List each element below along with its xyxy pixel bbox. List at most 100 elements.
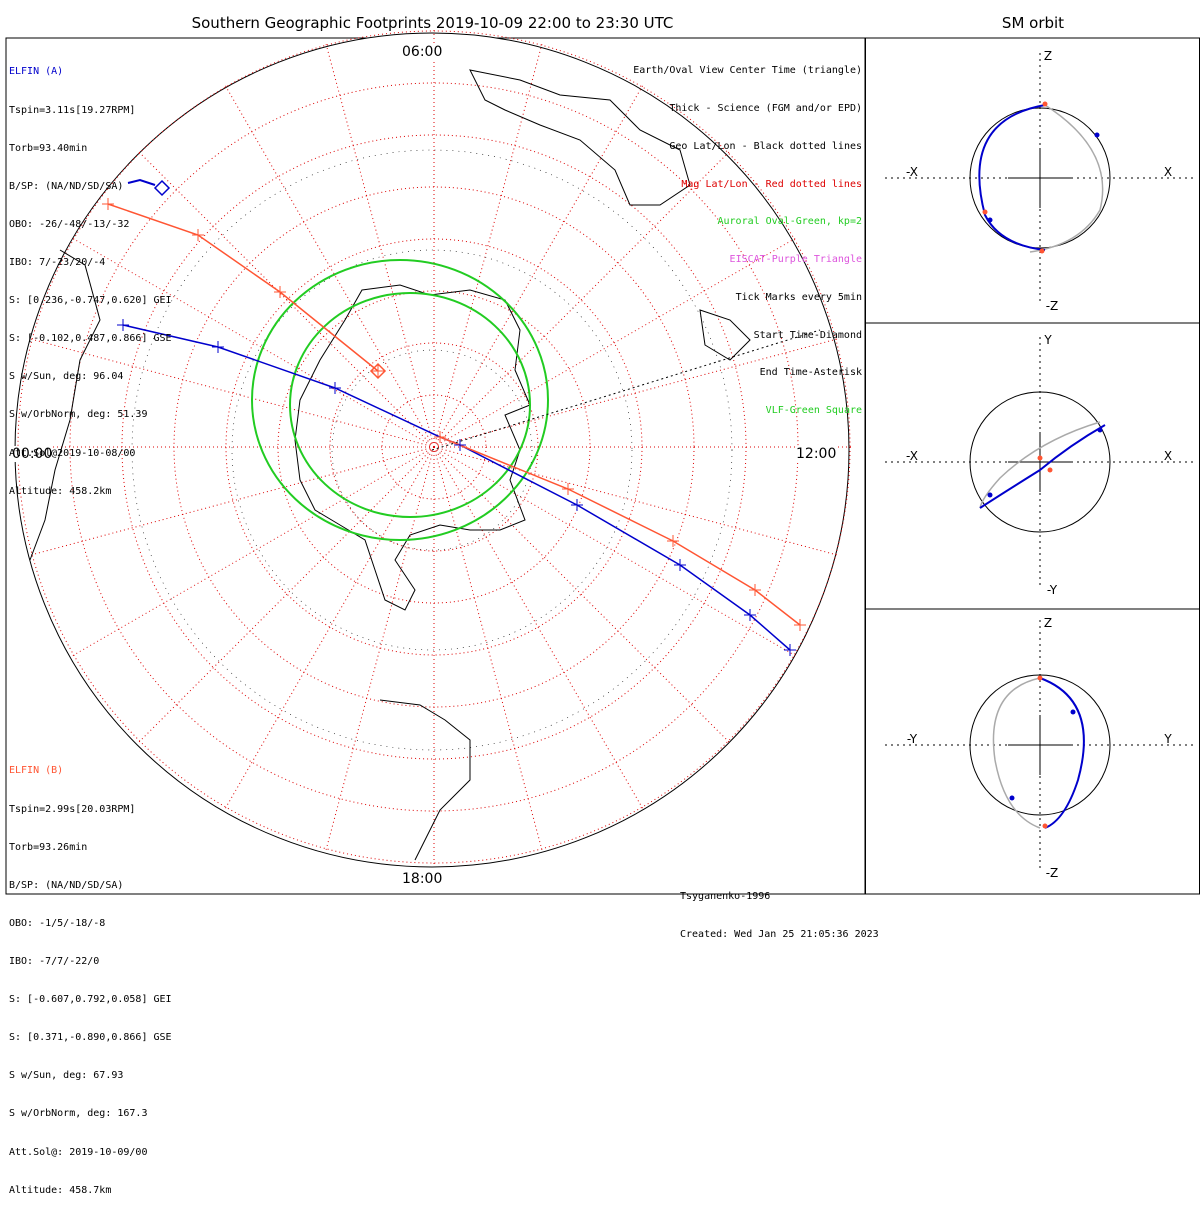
sat-a-line: S w/Sun, deg: 96.04 (9, 371, 124, 383)
mag-lon-line (433, 446, 643, 809)
sm-orbit-b-mark (1037, 675, 1043, 681)
sm-orbit-b-mark (1042, 823, 1048, 829)
legend-item: Earth/Oval View Center Time (triangle) (633, 65, 862, 77)
legend-item: End Time-Asterisk (759, 367, 862, 379)
geo-lat-circle (231, 249, 633, 651)
figure-canvas: Z -Z -X X Y -Y -X X Z -Z -Y Y (5, 30, 1200, 895)
sm-orbit-b (992, 677, 1041, 829)
sm-label-bottom: -Y (1047, 583, 1058, 597)
sm-earth-circle (969, 391, 1111, 533)
geo-lat-circle (331, 349, 533, 551)
sat-b-line: B/SP: (NA/ND/SD/SA) (9, 879, 124, 891)
sat-b-line: Altitude: 458.7km (9, 1184, 112, 1196)
mag-lon-line (433, 238, 796, 448)
mag-lon-line (225, 85, 435, 448)
sm-label-right: X (1164, 449, 1172, 463)
sat-b-line: S: [0.371,-0.890,0.866] GSE (9, 1032, 172, 1044)
south-america-coast (379, 699, 471, 861)
elfin-b-start-diamond (369, 362, 387, 380)
sm-label-bottom: -Z (1046, 299, 1059, 313)
mag-lon-line (138, 446, 435, 743)
mag-lon-line (325, 446, 435, 850)
legend-item: Geo Lat/Lon - Black dotted lines (669, 140, 862, 152)
sat-a-info: ELFIN (A) Tspin=3.11s[19.27RPM] Torb=93.… (9, 41, 172, 511)
sat-a-line: S: [0.236,-0.747,0.620] GEI (9, 295, 172, 307)
sm-orbit-a-mark (1070, 709, 1076, 715)
mag-lon-line (31, 338, 435, 448)
sat-a-line: Att.Sol@2019-10-08/00 (9, 447, 136, 459)
auroral-oval (251, 259, 549, 541)
legend-item: VLF-Green Square (765, 405, 862, 417)
mag-lon-line (433, 446, 837, 556)
sm-label-top: Z (1044, 616, 1052, 630)
sat-b-line: S w/Sun, deg: 67.93 (9, 1070, 124, 1082)
sm-orbit-b-mark (1037, 455, 1043, 461)
sm-orbit-a-mark (1097, 427, 1103, 433)
legend-item: Auroral Oval-Green, kp=2 (717, 216, 863, 228)
mag-lon-line (72, 446, 435, 656)
sat-a-line: Tspin=3.11s[19.27RPM] (9, 104, 136, 116)
sat-b-info: ELFIN (B) Tspin=2.99s[20.03RPM] Torb=93.… (9, 740, 172, 1210)
sat-b-line: Tspin=2.99s[20.03RPM] (9, 803, 136, 815)
legend-item: Thick - Science (FGM and/or EPD) (669, 102, 862, 114)
sm-label-right: X (1164, 165, 1172, 179)
sat-a-line: S: [-0.102,0.487,0.866] GSE (9, 333, 172, 345)
sat-b-line: S w/OrbNorm, deg: 167.3 (9, 1108, 148, 1120)
legend-item: Mag Lat/Lon - Red dotted lines (681, 178, 862, 190)
sm-orbit-a (978, 104, 1046, 251)
credit-model: Tsyganenko-1996 (680, 891, 771, 902)
legend: Earth/Oval View Center Time (triangle) T… (633, 40, 862, 430)
sat-a-line: B/SP: (NA/ND/SD/SA) (9, 180, 124, 192)
antarctica-outline (294, 284, 531, 611)
clock-label-top: 06:00 (402, 44, 443, 60)
new-zealand-outline (699, 309, 751, 361)
sm-orbit-b (979, 421, 1101, 509)
mag-lon-line (433, 446, 730, 743)
mag-grid (17, 30, 851, 864)
mag-lon-line (31, 446, 435, 556)
credit-created: Created: Wed Jan 25 21:05:36 2023 (680, 928, 879, 940)
sat-b-line: Torb=93.26min (9, 841, 88, 853)
sm-orbit-title: SM orbit (1001, 14, 1065, 32)
mag-lon-line (72, 238, 435, 448)
africa-coast (29, 249, 101, 561)
australia-outline (469, 69, 691, 206)
sm-orbit-a-mark (987, 492, 993, 498)
sat-a-name: ELFIN (A) (9, 66, 64, 78)
sm-orbit-b-mark (1047, 467, 1053, 473)
sm-panel-xz: Z -Z -X X (885, 49, 1195, 313)
auroral-oval-outer (251, 259, 549, 541)
sm-orbit-b-mark (1039, 248, 1045, 254)
elfin-a-start-arc (127, 178, 156, 186)
sat-a-line: Torb=93.40min (9, 142, 88, 154)
sm-orbit-b (1029, 104, 1104, 253)
auroral-oval-inner (289, 292, 531, 518)
sm-orbit-a-mark (1009, 795, 1015, 801)
sm-panel-xy: Y -Y -X X (885, 333, 1195, 597)
elfin-b-track-start (107, 203, 379, 372)
sm-orbit-b-mark (1042, 101, 1048, 107)
sm-earth-circle (969, 107, 1111, 249)
elfin-a-start-diamond (153, 179, 171, 197)
mag-lon-line (433, 338, 837, 448)
landmasses (29, 69, 751, 861)
sat-b-name: ELFIN (B) (9, 765, 64, 777)
sat-a-line: IBO: 7/-23/20/-4 (9, 256, 106, 268)
sm-earth-circle (969, 674, 1111, 816)
mag-lon-line (433, 446, 543, 850)
sat-b-line: Att.Sol@: 2019-10-09/00 (9, 1146, 148, 1158)
sm-label-left: -Y (907, 732, 918, 746)
plot-title: Southern Geographic Footprints 2019-10-0… (191, 14, 674, 32)
mag-lon-line (433, 446, 796, 656)
polar-map (14, 30, 851, 868)
sm-label-left: -X (906, 449, 918, 463)
mag-lon-line (138, 151, 435, 448)
sm-panel-yz: Z -Z -Y Y (885, 616, 1195, 880)
clock-label-left: 00:00 (12, 446, 53, 462)
sm-orbit-a-mark (987, 217, 993, 223)
sm-label-bottom: -Z (1046, 866, 1059, 880)
footprint-tracks (102, 178, 806, 656)
sm-label-right: Y (1163, 732, 1172, 746)
sat-b-line: OBO: -1/5/-18/-8 (9, 917, 106, 929)
sm-label-top: Z (1044, 49, 1052, 63)
